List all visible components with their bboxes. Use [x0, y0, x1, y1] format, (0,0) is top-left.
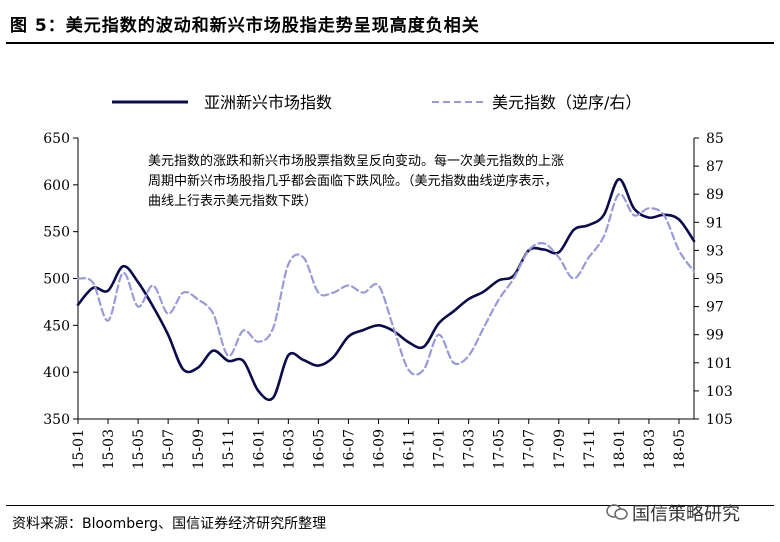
y-left-tick-label: 400 — [43, 365, 70, 381]
legend-label-asia: 亚洲新兴市场指数 — [204, 93, 332, 112]
x-tick-label: 16-07 — [341, 429, 357, 469]
x-tick-label: 17-07 — [522, 429, 538, 469]
x-tick-label: 17-11 — [582, 429, 598, 469]
x-tick-label: 15-03 — [101, 429, 117, 469]
y-left-tick-label: 450 — [43, 318, 70, 334]
footer-rule — [6, 505, 774, 506]
y-left-tick-label: 650 — [43, 131, 70, 147]
chart-axes: 350 400 450 500 550 600 650 85 87 89 91 93 95 97 99 101… — [43, 131, 732, 469]
x-tick-label: 15-07 — [161, 429, 177, 469]
title-rule — [6, 42, 774, 44]
chat-bubble-icon — [606, 504, 628, 520]
y-left-tick-label: 500 — [43, 272, 70, 288]
y-right-tick-label: 105 — [706, 412, 733, 428]
x-tick-label: 16-03 — [281, 429, 297, 469]
x-tick-label: 18-03 — [642, 429, 658, 469]
y-right-tick-label: 103 — [706, 384, 733, 400]
chart-legend: 亚洲新兴市场指数 美元指数（逆序/右） — [112, 93, 641, 112]
source-note: 资料来源：Bloomberg、国信证券经济研究所整理 — [12, 516, 327, 532]
figure-title: 图 5：美元指数的波动和新兴市场股指走势呈现高度负相关 — [10, 16, 480, 36]
series-line-asia-em-index — [76, 177, 696, 402]
watermark-text: 国信策略研究 — [632, 504, 740, 525]
x-tick-label: 18-01 — [612, 429, 628, 469]
y-right-tick-label: 95 — [706, 272, 724, 288]
x-tick-label: 18-05 — [672, 429, 688, 469]
y-right-tick-label: 91 — [706, 215, 724, 231]
title-bar: 图 5：美元指数的波动和新兴市场股指走势呈现高度负相关 — [0, 0, 780, 44]
watermark: 国信策略研究 — [606, 497, 774, 527]
y-right-tick-label: 101 — [706, 356, 733, 372]
y-right-tick-label: 93 — [706, 243, 724, 259]
legend-label-usd: 美元指数（逆序/右） — [492, 93, 641, 112]
x-tick-label: 15-11 — [221, 429, 237, 469]
plot-area — [76, 177, 696, 402]
x-tick-label: 15-09 — [191, 429, 207, 469]
x-tick-label: 17-01 — [432, 429, 448, 469]
y-left-tick-label: 550 — [43, 225, 70, 241]
y-right-tick-label: 97 — [706, 300, 724, 316]
y-left-tick-label: 600 — [43, 178, 70, 194]
series-line-usd-index — [76, 192, 696, 376]
y-right-tick-label: 87 — [706, 159, 724, 175]
x-tick-label: 16-09 — [371, 429, 387, 469]
x-tick-label: 15-05 — [131, 429, 147, 469]
y-right-tick-label: 89 — [706, 187, 724, 203]
x-tick-label: 17-09 — [552, 429, 568, 469]
x-tick-label: 16-11 — [402, 429, 418, 469]
x-tick-label: 17-03 — [462, 429, 478, 469]
x-tick-label: 17-05 — [492, 429, 508, 469]
x-tick-label: 16-01 — [251, 429, 267, 469]
y-left-tick-label: 350 — [43, 412, 70, 428]
y-right-tick-label: 99 — [706, 328, 724, 344]
chart-annotation: 美元指数的涨跌和新兴市场股票指数呈反向变动。每一次美元指数的上涨周期中新兴市场股… — [148, 154, 565, 209]
x-tick-label: 15-01 — [71, 429, 87, 469]
y-right-tick-label: 85 — [706, 131, 724, 147]
x-tick-label: 16-05 — [311, 429, 327, 469]
